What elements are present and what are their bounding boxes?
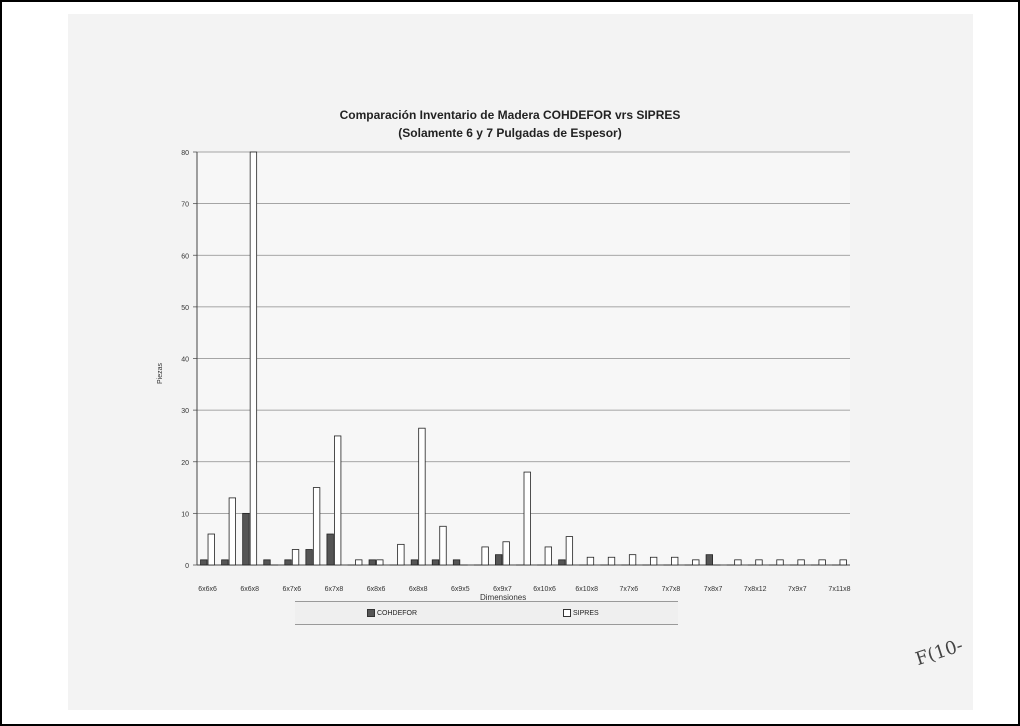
bar-cohdefor-6x8x6 (368, 559, 376, 566)
x-tick-label: 6x7x6 (282, 586, 301, 593)
bar-sipres-slot-21 (649, 556, 658, 566)
bar-cohdefor-6x9x7 (495, 554, 503, 566)
x-tick-label: 6x10x8 (575, 586, 598, 593)
legend-swatch-cohdefor (367, 609, 375, 617)
bar-sipres-slot-27 (776, 559, 784, 566)
bar-sipres-7x9x7 (797, 559, 805, 566)
bar-sipres-slot-15 (523, 471, 531, 566)
chart-title: Comparación Inventario de Madera COHDEFO… (339, 108, 681, 122)
y-tick-label: 60 (181, 253, 189, 260)
bar-cohdefor-slot-17 (558, 559, 566, 566)
x-tick-label: 7x8x7 (704, 586, 723, 593)
bar-sipres-slot-29 (818, 559, 826, 566)
legend: COHDEFOR SIPRES (295, 601, 678, 625)
x-tick-label: 6x6x8 (240, 586, 259, 593)
x-axis-label: Dimensiones (480, 593, 527, 602)
bar-sipres-slot-13 (481, 546, 489, 566)
legend-label-sipres: SIPRES (573, 609, 599, 617)
bar-sipres-6x8x6 (376, 559, 384, 566)
bar-sipres-slot-11 (439, 525, 447, 566)
bar-sipres-slot-25 (734, 559, 742, 566)
bar-sipres-slot-1 (228, 497, 236, 566)
x-tick-label: 6x9x7 (493, 586, 512, 593)
bar-cohdefor-slot-1 (221, 559, 229, 566)
bar-sipres-6x7x8 (334, 435, 342, 566)
legend-label-cohdefor: COHDEFOR (377, 609, 418, 617)
bar-sipres-slot-7 (355, 559, 363, 566)
bar-cohdefor-slot-11 (431, 559, 440, 566)
y-tick-label: 40 (181, 357, 189, 364)
bar-sipres-6x9x7 (502, 541, 510, 566)
x-tick-label: 6x6x6 (198, 586, 217, 593)
x-tick-label: 6x8x8 (409, 586, 428, 593)
bar-cohdefor-slot-3 (263, 559, 271, 566)
x-tick-label: 6x10x6 (533, 586, 556, 593)
x-tick-label: 7x8x12 (744, 586, 767, 593)
bar-cohdefor-7x8x7 (705, 554, 713, 566)
bar-sipres-6x6x6 (207, 533, 215, 566)
bar-sipres-6x7x6 (291, 549, 300, 566)
x-tick-label: 6x7x8 (325, 586, 344, 593)
bar-sipres-7x7x8 (671, 556, 679, 566)
bar-sipres-slot-17 (565, 536, 574, 566)
bar-cohdefor-6x7x6 (284, 559, 292, 566)
x-tick-label: 7x7x6 (619, 586, 638, 593)
bar-cohdefor-slot-5 (305, 549, 313, 566)
bar-cohdefor-6x8x8 (410, 559, 419, 566)
bar-cohdefor-6x6x6 (200, 559, 208, 566)
x-tick-label: 7x9x7 (788, 586, 807, 593)
x-tick-label: 6x8x6 (367, 586, 386, 593)
bar-sipres-7x7x6 (628, 554, 637, 566)
bar-sipres-6x6x8 (249, 151, 258, 566)
legend-item-sipres: SIPRES (563, 609, 599, 617)
y-tick-label: 50 (181, 305, 189, 312)
bar-sipres-7x8x12 (755, 559, 763, 566)
legend-swatch-sipres (563, 609, 571, 617)
bar-sipres-slot-9 (397, 543, 405, 566)
y-tick-label: 20 (181, 460, 189, 467)
bar-sipres-slot-23 (692, 559, 700, 566)
x-tick-label: 6x9x5 (451, 586, 470, 593)
bar-sipres-slot-19 (607, 556, 616, 566)
bar-sipres-6x10x6 (544, 546, 552, 566)
y-tick-label: 0 (185, 563, 189, 570)
x-tick-label: 7x7x8 (662, 586, 681, 593)
y-tick-label: 70 (181, 202, 189, 209)
bar-sipres-6x10x8 (586, 556, 595, 566)
x-tick-label: 7x11x8 (828, 586, 850, 593)
legend-item-cohdefor: COHDEFOR (367, 609, 417, 617)
y-tick-label: 80 (181, 150, 189, 157)
bar-cohdefor-6x7x8 (326, 533, 334, 566)
bar-sipres-7x11x8 (839, 559, 847, 566)
chart-subtitle: (Solamente 6 y 7 Pulgadas de Espesor) (398, 126, 622, 140)
y-tick-label: 30 (181, 408, 189, 415)
bar-sipres-slot-5 (312, 487, 321, 566)
bar-cohdefor-6x6x8 (242, 512, 250, 566)
bar-sipres-6x8x8 (418, 427, 426, 566)
y-tick-label: 10 (181, 511, 189, 518)
bar-cohdefor-6x9x5 (452, 559, 461, 566)
